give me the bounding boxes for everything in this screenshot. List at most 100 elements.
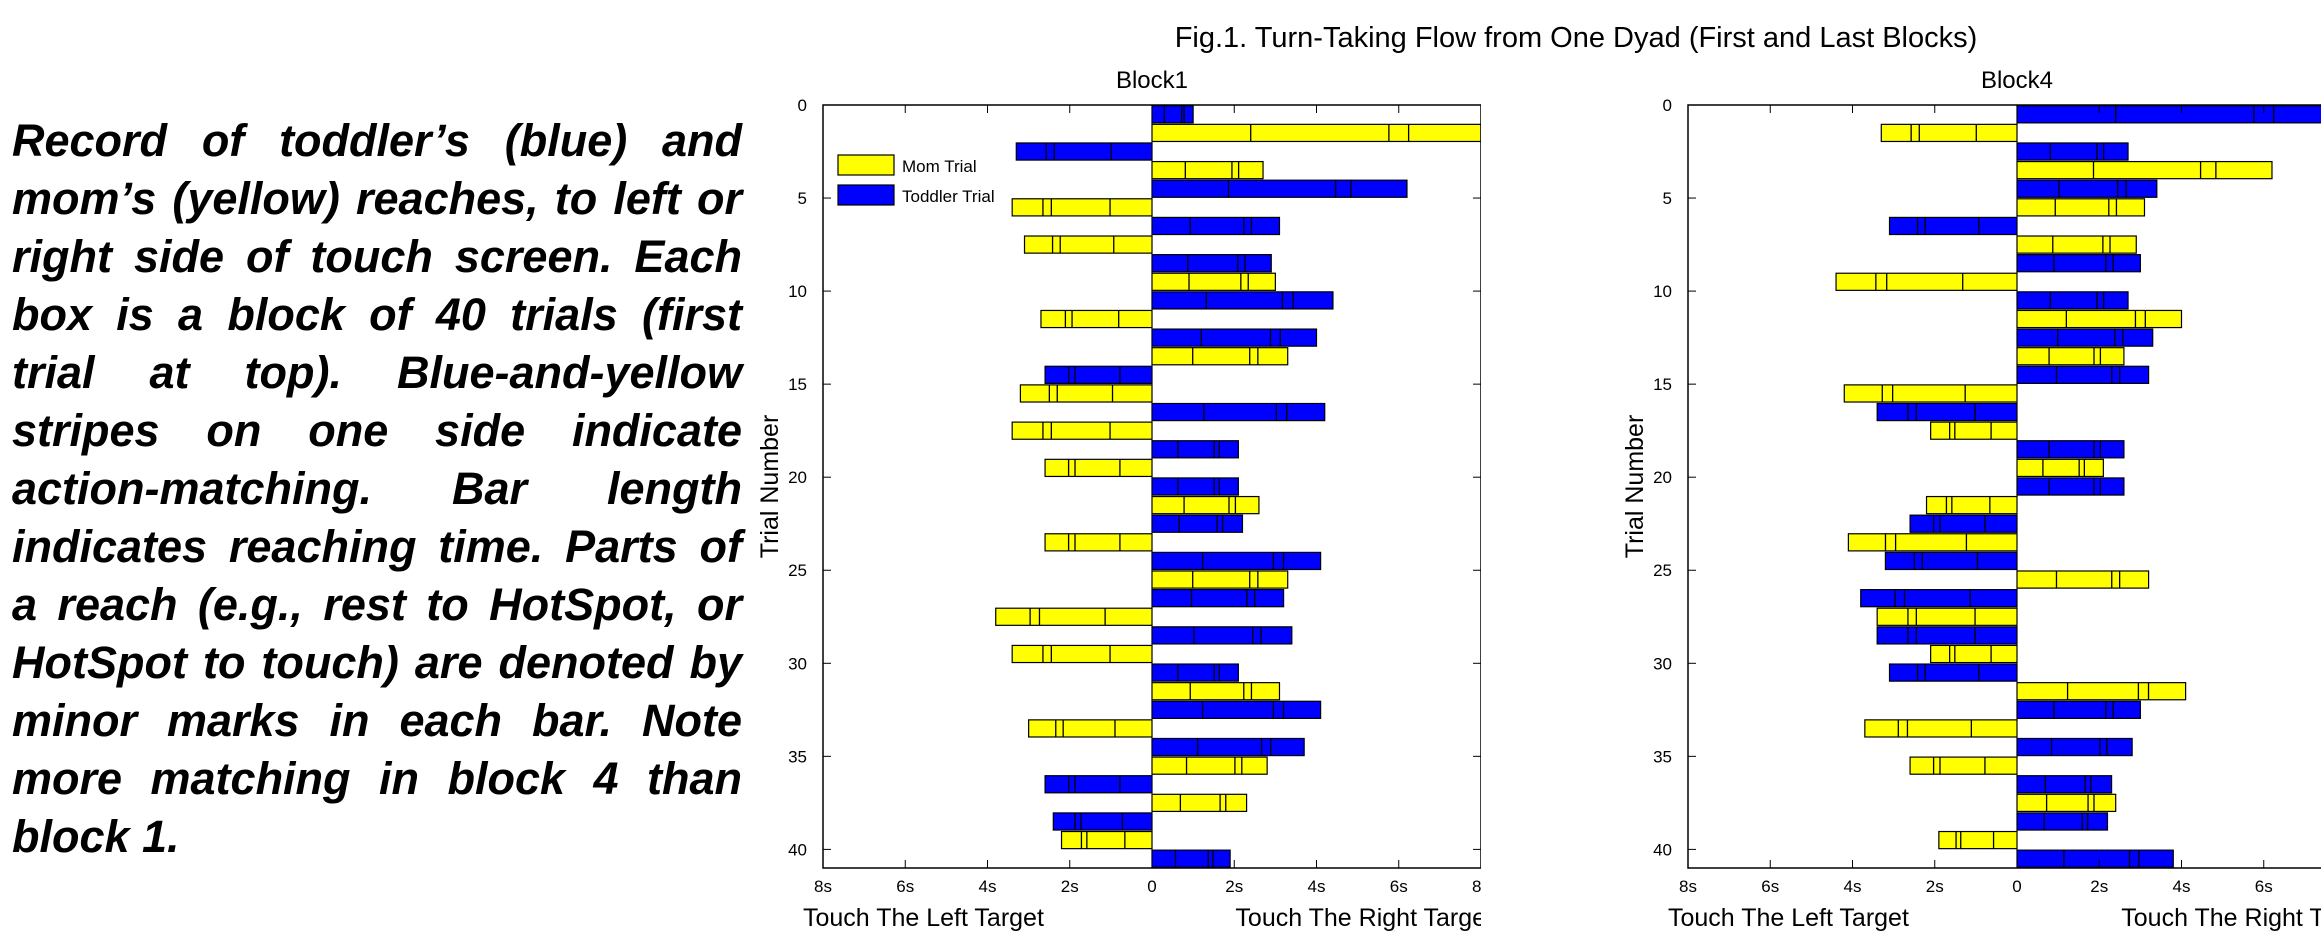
y-tick-label: 15 — [788, 375, 807, 394]
bar-mom-trial-32 — [2016, 682, 2187, 701]
legend-swatch-mom — [837, 154, 895, 176]
bar-mom-trial-32 — [1151, 682, 1281, 701]
x-tick-label: 4s — [1308, 877, 1326, 896]
bar-mom-trial-4 — [2016, 160, 2273, 180]
bar-toddler-trial-9 — [2016, 254, 2141, 273]
y-tick-label: 0 — [1663, 96, 1672, 115]
bar-toddler-trial-35 — [1151, 737, 1305, 757]
y-tick-label: 30 — [1653, 654, 1672, 673]
bar-mom-trial-8 — [1023, 235, 1153, 254]
bar-toddler-trial-19 — [2016, 440, 2125, 459]
bar-toddler-trial-33 — [1151, 700, 1322, 719]
x-tick-label: 6s — [1761, 877, 1779, 896]
bar-mom-trial-22 — [1151, 495, 1260, 515]
legend-label-toddler: Toddler Trial — [902, 187, 995, 206]
bar-toddler-trial-19 — [1151, 440, 1239, 459]
bar-mom-trial-20 — [2016, 458, 2104, 478]
bar-toddler-trial-17 — [1151, 402, 1326, 422]
bar-mom-trial-26 — [2016, 570, 2150, 589]
bar-toddler-trial-3 — [1015, 142, 1153, 161]
bar-toddler-trial-1 — [2016, 105, 2321, 124]
bar-mom-trial-36 — [1909, 756, 2018, 775]
x-tick-label: 6s — [1390, 877, 1408, 896]
x-axis-label-right: Touch The Right Targ — [2121, 904, 2321, 932]
bar-mom-trial-26 — [1151, 570, 1289, 589]
panel-block1: Block1 0 5 10 15 20 25 30 35 40 8s 6s 4s 2s 0 2s 4s 6s 8s T… — [756, 67, 1490, 932]
bar-toddler-trial-31 — [1151, 663, 1239, 682]
y-tick-label: 25 — [1653, 561, 1672, 580]
bar-toddler-trial-29 — [1876, 626, 2018, 645]
bar-toddler-trial-11 — [2016, 291, 2129, 310]
panel-title: Block1 — [1116, 67, 1188, 94]
y-tick-label: 20 — [1653, 468, 1672, 487]
panel-title: Block4 — [1981, 67, 2053, 94]
y-tick-label: 15 — [1653, 375, 1672, 394]
bar-toddler-trial-23 — [1909, 514, 2018, 533]
x-tick-label: 4s — [979, 877, 997, 896]
bar-toddler-trial-37 — [2016, 775, 2113, 794]
bar-toddler-trial-23 — [1151, 514, 1244, 533]
bar-mom-trial-6 — [2016, 198, 2146, 217]
x-tick-label: 6s — [896, 877, 914, 896]
bar-toddler-trial-33 — [2016, 700, 2141, 719]
bar-toddler-trial-13 — [2016, 328, 2154, 347]
bar-toddler-trial-27 — [1860, 588, 2018, 608]
bar-mom-trial-16 — [1019, 384, 1153, 403]
bar-mom-trial-12 — [2016, 309, 2183, 329]
bar-toddler-trial-1 — [1151, 105, 1194, 124]
bar-toddler-trial-35 — [2016, 737, 2133, 757]
bar-toddler-trial-11 — [1151, 291, 1334, 310]
bar-mom-trial-2 — [1880, 123, 2018, 143]
x-tick-label: 8s — [1472, 877, 1490, 896]
x-tick-label: 6s — [2255, 877, 2273, 896]
bar-mom-trial-40 — [1060, 830, 1153, 850]
bar-toddler-trial-27 — [1151, 588, 1285, 608]
x-tick-label: 2s — [2090, 877, 2108, 896]
bar-toddler-trial-15 — [1044, 365, 1153, 385]
bar-mom-trial-36 — [1151, 756, 1268, 775]
y-tick-label: 20 — [788, 468, 807, 487]
bar-toddler-trial-9 — [1151, 254, 1272, 273]
bar-toddler-trial-15 — [2016, 365, 2150, 385]
bar-toddler-trial-5 — [2016, 179, 2158, 198]
bar-toddler-trial-41 — [1151, 849, 1231, 868]
bar-toddler-trial-21 — [1151, 477, 1239, 496]
y-tick-label: 10 — [788, 282, 807, 301]
bar-toddler-trial-31 — [1888, 663, 2018, 682]
bar-mom-trial-30 — [1011, 644, 1153, 664]
figure-title: Fig.1. Turn-Taking Flow from One Dyad (F… — [1175, 22, 1978, 54]
bar-mom-trial-4 — [1151, 160, 1264, 180]
bar-mom-trial-24 — [1847, 533, 2018, 552]
bar-toddler-trial-25 — [1151, 551, 1322, 571]
y-tick-label: 40 — [788, 840, 807, 859]
bar-toddler-trial-21 — [2016, 477, 2125, 496]
bar-mom-trial-16 — [1843, 384, 2018, 403]
bar-mom-trial-10 — [1151, 272, 1276, 291]
bar-mom-trial-28 — [995, 607, 1153, 626]
x-tick-label: 0 — [2012, 877, 2021, 896]
bar-mom-trial-38 — [1151, 793, 1248, 813]
bar-mom-trial-14 — [2016, 347, 2125, 366]
bar-mom-trial-24 — [1044, 533, 1153, 552]
bar-toddler-trial-25 — [1884, 551, 2018, 571]
bar-toddler-trial-5 — [1151, 179, 1408, 198]
x-axis-label-left: Touch The Left Target — [1668, 904, 1909, 932]
bar-mom-trial-34 — [1864, 719, 2018, 738]
y-tick-label: 25 — [788, 561, 807, 580]
bar-mom-trial-20 — [1044, 458, 1153, 478]
bar-mom-trial-12 — [1040, 309, 1153, 329]
bar-mom-trial-6 — [1011, 198, 1153, 217]
y-tick-label: 40 — [1653, 840, 1672, 859]
legend-label-mom: Mom Trial — [902, 157, 977, 176]
y-tick-label: 35 — [788, 747, 807, 766]
x-tick-label: 2s — [1926, 877, 1944, 896]
x-tick-label: 8s — [1679, 877, 1697, 896]
bar-toddler-trial-17 — [1876, 402, 2018, 422]
x-tick-label: 4s — [1844, 877, 1862, 896]
bar-mom-trial-2 — [1151, 123, 1481, 143]
y-tick-label: 5 — [798, 189, 807, 208]
x-axis-label-left: Touch The Left Target — [803, 904, 1044, 932]
y-axis-label: Trial Number — [1621, 415, 1649, 559]
bar-toddler-trial-3 — [2016, 142, 2129, 161]
